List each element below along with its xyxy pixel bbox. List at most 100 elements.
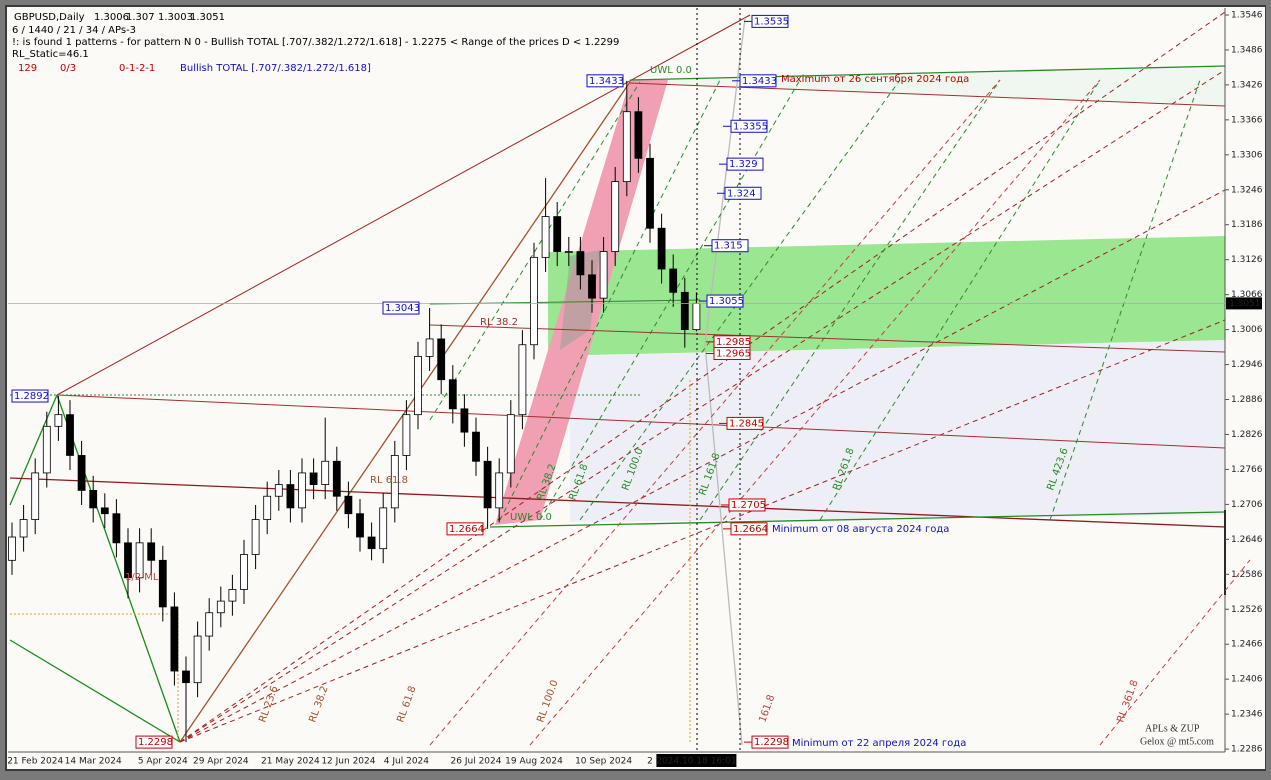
fan-line bbox=[1049, 79, 1201, 521]
y-tick-label: 1.3426 bbox=[1231, 80, 1263, 90]
candle bbox=[472, 417, 480, 476]
y-tick-label: 1.2526 bbox=[1231, 605, 1263, 615]
level-label: 1.3055 bbox=[709, 296, 744, 307]
level-box bbox=[135, 735, 173, 749]
candle bbox=[193, 621, 202, 698]
level-label: 1.3043 bbox=[385, 303, 420, 314]
candle-body bbox=[332, 460, 341, 497]
candle bbox=[530, 242, 538, 360]
candle bbox=[367, 522, 376, 561]
candle bbox=[332, 446, 341, 511]
x-tick-label: 21 Feb 2024 bbox=[7, 757, 63, 767]
candle-body bbox=[42, 425, 51, 474]
y-tick-label: 1.2646 bbox=[1231, 535, 1263, 545]
zone bbox=[570, 340, 1225, 522]
level-label: 1.2965 bbox=[716, 348, 751, 359]
level-box bbox=[726, 416, 764, 430]
candle-body bbox=[77, 455, 86, 491]
candle-body bbox=[692, 302, 701, 331]
candle-body bbox=[576, 251, 585, 276]
candle-body bbox=[321, 460, 330, 485]
candle-body bbox=[657, 227, 666, 270]
candle-body bbox=[367, 536, 376, 550]
x-tick-label: 14 Mar 2024 bbox=[65, 757, 122, 767]
status: 0-1-2-1 bbox=[119, 63, 155, 74]
candle-body bbox=[518, 344, 527, 416]
candle-body bbox=[448, 379, 457, 410]
candle bbox=[112, 499, 121, 558]
candle-body bbox=[286, 484, 295, 509]
y-tick-label: 1.3366 bbox=[1231, 115, 1263, 125]
candle bbox=[414, 341, 422, 430]
x-tick-label: 12 Jun 2024 bbox=[321, 757, 375, 767]
candle bbox=[437, 324, 446, 395]
candle-body bbox=[274, 484, 283, 497]
candle bbox=[124, 528, 132, 599]
fan-lines bbox=[10, 8, 1251, 752]
y-tick-label: 1.2826 bbox=[1231, 430, 1263, 440]
candle-body bbox=[495, 472, 504, 509]
candle bbox=[182, 656, 190, 743]
fan-line bbox=[539, 79, 801, 521]
candle bbox=[147, 528, 156, 575]
candle bbox=[402, 400, 411, 471]
y-tick-label: 1.3486 bbox=[1231, 45, 1263, 55]
candle-body bbox=[483, 460, 492, 509]
x-tick-label: 21 May 2024 bbox=[261, 757, 320, 767]
fan-label: UWL 0.0 bbox=[650, 65, 692, 76]
level-box bbox=[724, 186, 762, 200]
candle bbox=[356, 499, 364, 552]
candle-body bbox=[193, 635, 202, 684]
candle bbox=[89, 475, 98, 523]
candle-body bbox=[437, 338, 446, 381]
level-label: 1.3355 bbox=[733, 121, 768, 132]
candle bbox=[495, 458, 504, 523]
candle-body bbox=[646, 157, 654, 229]
fan-line bbox=[819, 79, 1101, 521]
candle bbox=[564, 236, 573, 267]
trend-line bbox=[9, 394, 58, 506]
candle bbox=[205, 598, 214, 651]
x-tick-label: 19 Aug 2024 bbox=[505, 757, 563, 767]
ohlc-low: 1.3003 bbox=[158, 12, 193, 23]
level-box bbox=[11, 389, 49, 403]
symbol: GBPUSD,Daily bbox=[14, 12, 85, 23]
candle bbox=[518, 330, 527, 430]
level-label: 1.3535 bbox=[754, 16, 789, 27]
time-marker bbox=[656, 754, 737, 767]
candle-body bbox=[622, 111, 631, 183]
level-label: 1.2705 bbox=[731, 500, 766, 511]
y-tick-label: 1.3306 bbox=[1231, 150, 1263, 160]
level-box bbox=[739, 74, 777, 88]
candle-body bbox=[54, 414, 63, 427]
fan-line bbox=[429, 79, 1001, 746]
y-tick-label: 1.3246 bbox=[1231, 185, 1263, 195]
candle-body bbox=[390, 455, 399, 509]
candle bbox=[448, 365, 457, 424]
fan-label: RL 38.2 bbox=[480, 317, 518, 328]
y-tick-label: 1.2886 bbox=[1231, 395, 1263, 405]
candle bbox=[170, 592, 179, 686]
y-tick-label: 1.3546 bbox=[1231, 10, 1263, 20]
candle bbox=[425, 308, 434, 371]
level-box bbox=[726, 157, 764, 171]
candle-body bbox=[680, 291, 689, 331]
candle-body bbox=[541, 216, 550, 258]
fan-line bbox=[529, 79, 1101, 746]
candle bbox=[541, 178, 550, 272]
fan-line bbox=[179, 189, 1226, 743]
level-box bbox=[730, 119, 768, 133]
candle bbox=[611, 167, 620, 267]
level-label: 1.2298 bbox=[754, 737, 789, 748]
x-tick-label: 4 Jul 2024 bbox=[384, 757, 429, 767]
candle-body bbox=[251, 519, 260, 555]
fan-line bbox=[429, 81, 641, 421]
level-box bbox=[446, 522, 484, 536]
level-label: 1.2664 bbox=[449, 524, 484, 535]
candle bbox=[657, 213, 666, 284]
status: Bullish TOTAL [.707/.382/1.272/1.618] bbox=[180, 63, 371, 74]
candle-body bbox=[170, 606, 179, 672]
fan-label: RL 61.8 bbox=[370, 475, 408, 486]
level-box bbox=[711, 239, 749, 253]
level-box bbox=[586, 74, 624, 88]
